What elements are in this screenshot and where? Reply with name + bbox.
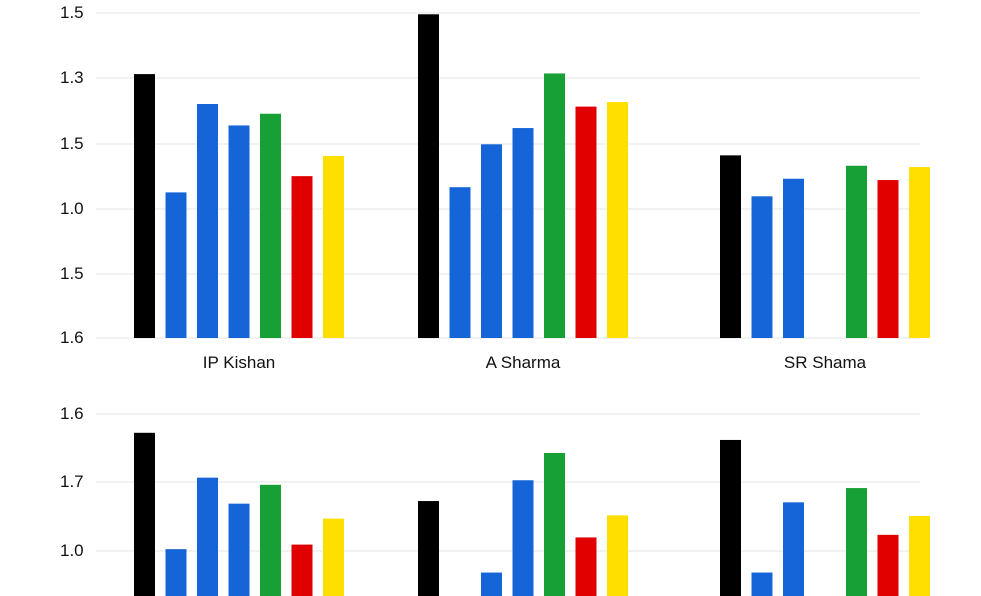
chart-panel-top: 1.5 1.3 1.5 1.0 1.5 1.6 IP Kishan A Sharma SR Sh…: [60, 3, 930, 372]
bar-series-5-group-2: [544, 452, 565, 596]
bar-series-6-group-2: [575, 106, 597, 338]
bar-series-4-group-2: [512, 128, 534, 338]
bar-series-5-group-3: [846, 488, 867, 596]
bar-series-2-group-2: [449, 187, 471, 338]
chart-panel-bottom: 1.6 1.7 1.0: [60, 404, 930, 596]
bar-series-6-group-3: [877, 534, 899, 596]
bar-series-1-group-3: [720, 439, 741, 596]
bar-series-3-group-3: [783, 502, 804, 596]
bar-series-5-group-1: [260, 113, 281, 338]
y-tick-label: 1.0: [60, 541, 84, 560]
y-tick-label: 1.3: [60, 68, 84, 87]
y-tick-label: 1.0: [60, 199, 84, 218]
bar-series-7-group-3: [909, 516, 930, 596]
bar-series-7-group-1: [323, 156, 344, 338]
bar-series-1-group-2: [418, 501, 439, 596]
bar-series-3-group-2: [481, 144, 502, 338]
bar-series-6-group-3: [877, 180, 899, 338]
bar-series-3-group-2: [481, 572, 502, 596]
x-category-label: IP Kishan: [203, 353, 275, 372]
bar-series-6-group-1: [291, 176, 313, 338]
bar-series-7-group-3: [909, 167, 930, 338]
bar-series-1-group-1: [134, 432, 155, 596]
bar-series-4-group-1: [228, 125, 250, 338]
y-tick-label: 1.6: [60, 328, 84, 347]
y-tick-label: 1.7: [60, 472, 84, 491]
bar-series-1-group-1: [134, 74, 155, 338]
y-tick-label: 1.5: [60, 3, 84, 22]
bar-series-2-group-1: [165, 192, 187, 338]
bar-series-3-group-1: [197, 477, 218, 596]
y-tick-label: 1.5: [60, 134, 84, 153]
bar-series-7-group-2: [607, 515, 628, 596]
bar-series-3-group-3: [783, 178, 804, 338]
bar-series-5-group-2: [544, 73, 565, 338]
bar-series-6-group-1: [291, 544, 313, 596]
y-tick-label: 1.6: [60, 404, 84, 423]
bar-series-2-group-3: [751, 196, 773, 338]
bar-series-7-group-1: [323, 518, 344, 596]
x-category-label: SR Shama: [784, 353, 867, 372]
bar-series-6-group-2: [575, 537, 597, 596]
bar-series-4-group-1: [228, 503, 250, 596]
y-tick-label: 1.5: [60, 264, 84, 283]
bar-series-4-group-2: [512, 480, 534, 596]
bar-series-5-group-1: [260, 484, 281, 596]
bar-series-7-group-2: [607, 102, 628, 338]
bar-series-1-group-3: [720, 155, 741, 338]
x-category-label: A Sharma: [486, 353, 561, 372]
bar-series-5-group-3: [846, 165, 867, 338]
bar-series-2-group-3: [751, 572, 773, 596]
bar-series-1-group-2: [418, 14, 439, 339]
bar-series-3-group-1: [197, 104, 218, 338]
bar-series-2-group-1: [165, 549, 187, 596]
